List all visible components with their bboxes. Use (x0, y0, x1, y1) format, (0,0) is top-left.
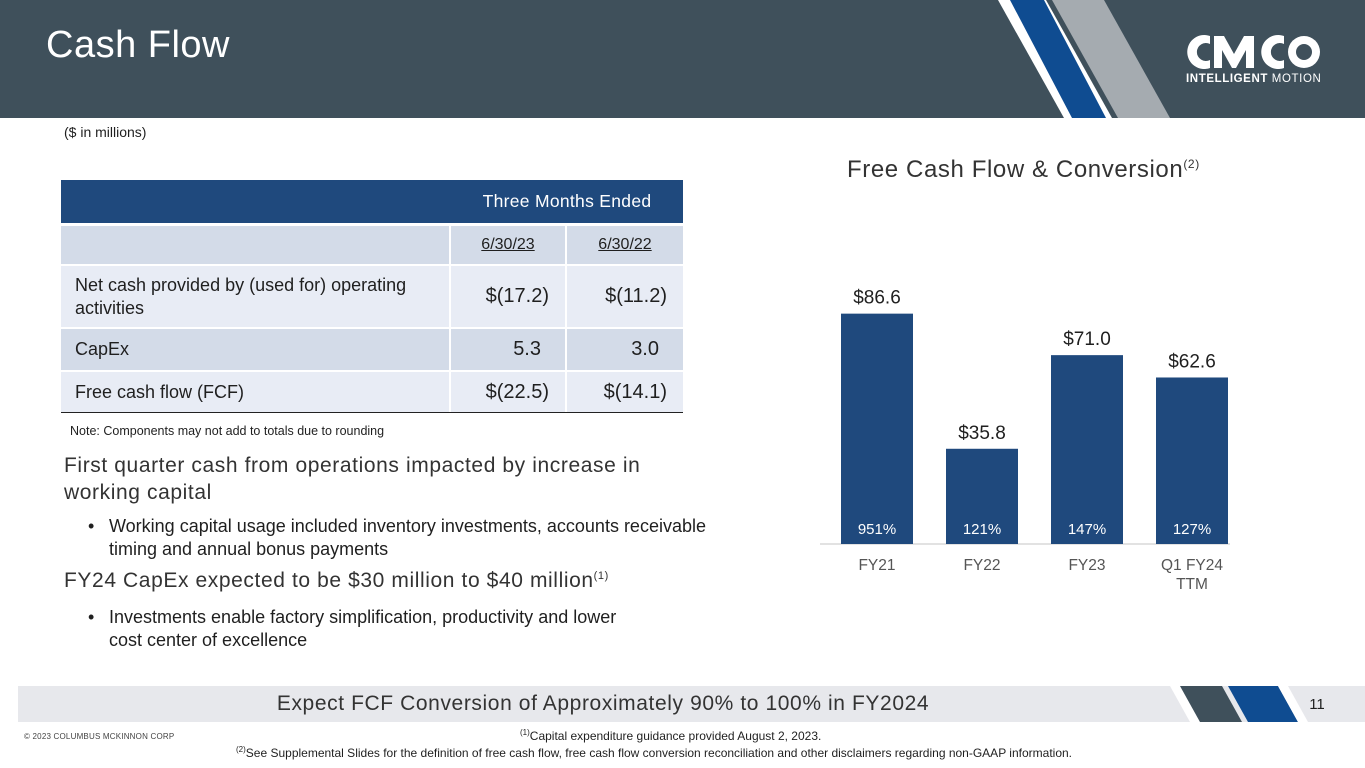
x-tick-label: FY21 (858, 557, 895, 574)
x-tick-label: FY23 (1068, 557, 1105, 574)
value-capex-2022: 3.0 (631, 338, 659, 360)
header-bar: Cash Flow INTELLIGENT MOTION (0, 0, 1365, 118)
x-tick-label: TTM (1176, 576, 1208, 593)
table-header-row: Three Months Ended (61, 180, 683, 223)
table-row: Free cash flow (FCF) $(22.5) $(14.1) (61, 372, 683, 413)
table-dates-row: 6/30/23 6/30/22 (61, 226, 683, 264)
banner-text: Expect FCF Conversion of Approximately 9… (276, 692, 930, 715)
fcf-bar-chart: $86.6 951% FY21 $35.8 121% FY22 $71.0 147% FY23 $… (820, 288, 1230, 593)
table-note: Note: Components may not add to totals d… (70, 424, 385, 438)
copyright-text: © 2023 COLUMBUS MCKINNON CORP (24, 732, 175, 741)
date-col-1: 6/30/23 (481, 236, 535, 253)
bottom-banner: Expect FCF Conversion of Approximately 9… (18, 686, 1365, 722)
table-row: Net cash provided by (used for) operatin… (61, 266, 683, 327)
value-capex-2023: 5.3 (513, 338, 541, 360)
bar-value-label: $62.6 (1168, 351, 1216, 372)
conversion-label: 121% (963, 521, 1001, 538)
bar (946, 448, 1018, 544)
bar-value-label: $71.0 (1063, 329, 1111, 350)
bullet-text: Working capital usage included inventory… (109, 516, 706, 559)
value-operating-2023: $(17.2) (485, 285, 549, 307)
table-row: CapEx 5.3 3.0 (61, 329, 683, 370)
header-decorative-stripes (998, 0, 1170, 118)
chart-title: Free Cash Flow & Conversion(2) (847, 156, 1200, 183)
three-months-header: Three Months Ended (482, 191, 652, 211)
bullet-glyph: • (88, 516, 95, 536)
bullet-working-capital: • Working capital usage included invento… (88, 515, 708, 563)
heading-cash-operations: First quarter cash from operations impac… (64, 454, 641, 504)
bullet-text: Investments enable factory simplificatio… (109, 607, 617, 650)
bar-value-label: $35.8 (958, 423, 1006, 444)
bar (1051, 355, 1123, 544)
row-label-operating: Net cash provided by (used for) operatin… (75, 274, 407, 318)
units-note: ($ in millions) (64, 124, 147, 140)
date-col-2: 6/30/22 (598, 236, 652, 253)
row-label-fcf: Free cash flow (FCF) (75, 381, 245, 402)
cmco-logo-icon (1187, 35, 1320, 69)
value-operating-2022: $(11.2) (605, 285, 667, 307)
value-fcf-2022: $(14.1) (603, 380, 667, 403)
x-tick-label: FY22 (963, 557, 1000, 574)
conversion-label: 127% (1173, 521, 1211, 538)
page-number: 11 (1309, 696, 1325, 713)
x-tick-label: Q1 FY24 (1161, 557, 1223, 574)
bar-value-label: $86.6 (853, 288, 901, 309)
bar (1156, 377, 1228, 544)
value-fcf-2023: $(22.5) (485, 380, 549, 403)
bullet-investments: • Investments enable factory simplificat… (88, 606, 708, 654)
bar (841, 313, 913, 544)
row-label-capex: CapEx (75, 339, 130, 359)
heading-capex-guidance: FY24 CapEx expected to be $30 million to… (64, 569, 609, 592)
page-title: Cash Flow (46, 24, 230, 66)
conversion-label: 147% (1068, 521, 1106, 538)
bullet-glyph: • (88, 607, 95, 627)
logo-tagline: INTELLIGENT MOTION (1186, 73, 1322, 85)
footnote-2: (2)See Supplemental Slides for the defin… (236, 745, 1073, 761)
footnote-1: (1)Capital expenditure guidance provided… (520, 728, 822, 744)
conversion-label: 951% (858, 521, 896, 538)
